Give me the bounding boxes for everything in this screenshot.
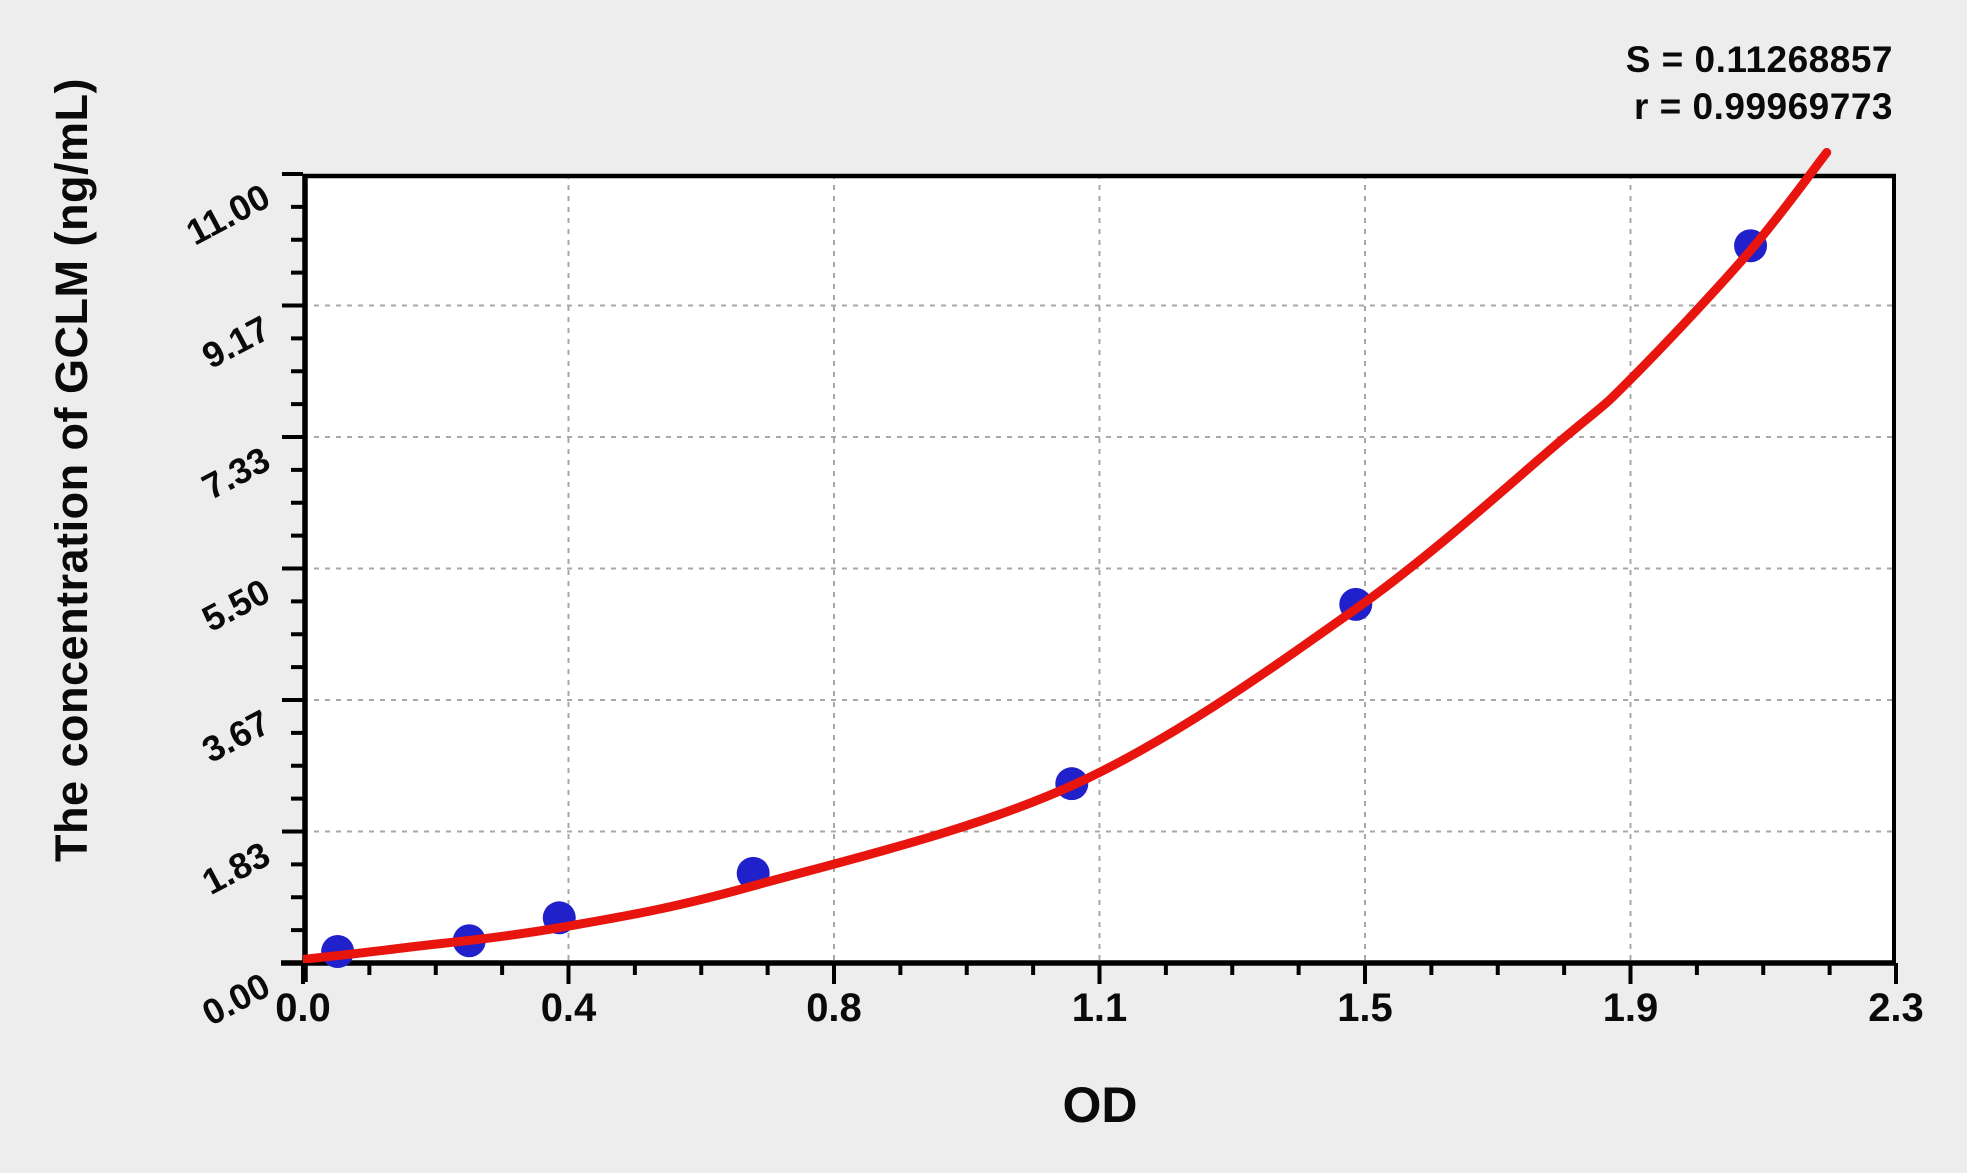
x-axis-title: OD	[1062, 1077, 1138, 1133]
fit-statistics: S = 0.11268857 r = 0.99969773	[1626, 36, 1893, 130]
x-tick-label: 0.0	[275, 986, 331, 1030]
x-tick-label: 1.9	[1602, 986, 1659, 1030]
x-tick-label: 0.8	[806, 986, 862, 1030]
x-tick-label: 0.4	[540, 986, 597, 1030]
y-axis-title: The concentration of GCLM (ng/mL)	[46, 78, 97, 862]
stat-r: r = 0.99969773	[1633, 86, 1893, 127]
stat-s: S = 0.11268857	[1625, 39, 1893, 80]
fit-curve	[303, 148, 1832, 963]
x-tick-label: 1.5	[1337, 986, 1393, 1030]
x-tick-label: 1.1	[1071, 986, 1128, 1030]
x-tick-label: 2.3	[1868, 986, 1924, 1030]
